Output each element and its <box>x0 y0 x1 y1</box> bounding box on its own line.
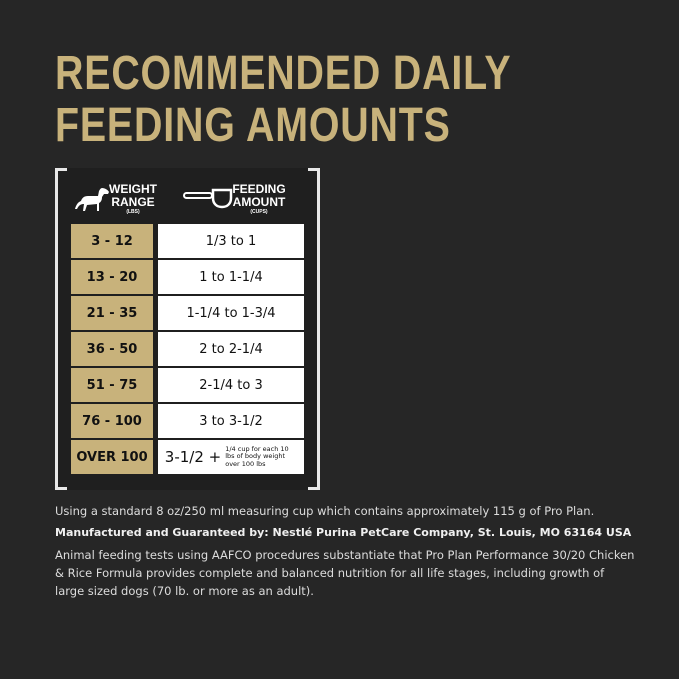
amount-note: 1/4 cup for each 10 lbs of body weight o… <box>225 444 289 468</box>
amount-text: 2-1/4 to 3 <box>199 377 263 393</box>
amount-text: 1/3 to 1 <box>205 233 257 249</box>
amount-text: 1-1/4 to 1-3/4 <box>186 305 276 321</box>
weight-cell: 3 - 12 <box>71 224 153 258</box>
weight-cell: 36 - 50 <box>71 332 153 366</box>
title-line-1: RECOMMENDED DAILY <box>55 47 512 100</box>
amount-cell: 3-1/2 +1/4 cup for each 10 lbs of body w… <box>158 440 304 474</box>
right-bracket <box>308 168 320 490</box>
weight-cell: 51 - 75 <box>71 368 153 402</box>
page-title: RECOMMENDED DAILY FEEDING AMOUNTS <box>55 48 511 152</box>
weight-cell: 13 - 20 <box>71 260 153 294</box>
header-text: WEIGHT <box>109 182 157 196</box>
weight-cell: OVER 100 <box>71 440 153 474</box>
weight-cell: 21 - 35 <box>71 296 153 330</box>
header-text: AMOUNT <box>232 195 286 209</box>
feeding-amount-header: FEEDING AMOUNT (CUPS) <box>232 183 286 216</box>
manufacturer-footnote: Manufactured and Guaranteed by: Nestlé P… <box>55 526 632 539</box>
amount-cell: 1/3 to 1 <box>158 224 304 258</box>
cup-footnote: Using a standard 8 oz/250 ml measuring c… <box>55 504 595 518</box>
amount-cell: 3 to 3-1/2 <box>158 404 304 438</box>
header-text: RANGE <box>111 195 155 209</box>
measuring-cup-icon <box>183 188 233 209</box>
title-line-2: FEEDING AMOUNTS <box>55 99 451 152</box>
weight-cell: 76 - 100 <box>71 404 153 438</box>
left-bracket <box>55 168 67 490</box>
header-unit: (CUPS) <box>250 209 268 215</box>
amount-text: 1 to 1-1/4 <box>199 269 263 285</box>
amount-text: 3 to 3-1/2 <box>199 413 263 429</box>
amount-cell: 1-1/4 to 1-3/4 <box>158 296 304 330</box>
header-text: FEEDING <box>232 182 286 196</box>
weight-range-header: WEIGHT RANGE (LBS) <box>108 183 158 216</box>
amount-cell: 1 to 1-1/4 <box>158 260 304 294</box>
amount-text: 3-1/2 + <box>164 448 222 466</box>
amount-cell: 2-1/4 to 3 <box>158 368 304 402</box>
amount-cell: 2 to 2-1/4 <box>158 332 304 366</box>
dog-icon <box>75 188 109 211</box>
header-unit: (LBS) <box>126 209 140 215</box>
amount-text: 2 to 2-1/4 <box>199 341 263 357</box>
aafco-footnote: Animal feeding tests using AAFCO procedu… <box>55 548 635 598</box>
